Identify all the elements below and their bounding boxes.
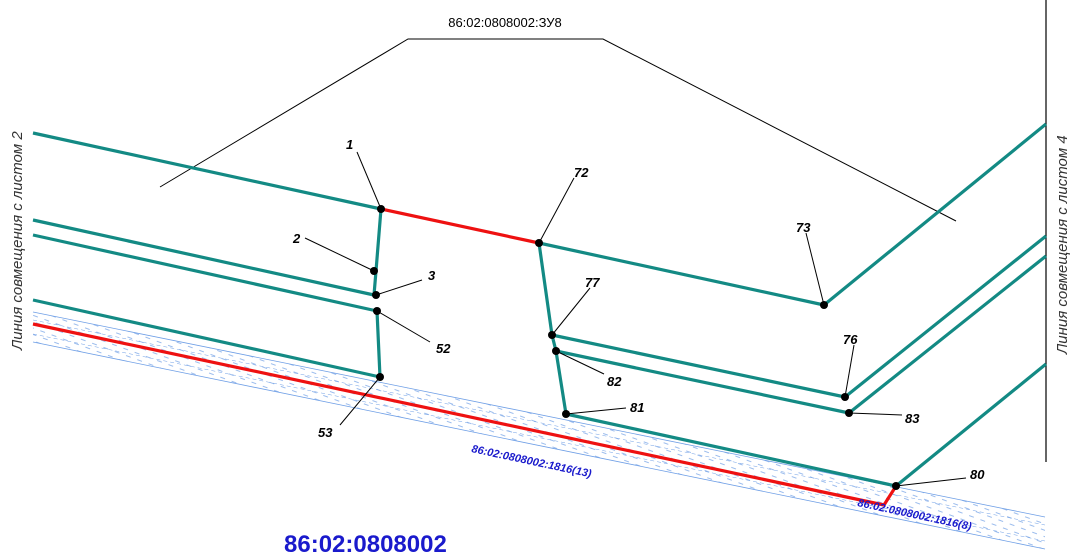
point-label-80: 80 xyxy=(970,467,985,482)
point-label-77: 77 xyxy=(585,275,600,290)
point-label-1: 1 xyxy=(346,137,353,152)
point-label-83: 83 xyxy=(905,411,920,426)
side-label-right: Линия совмещения с листом 4 xyxy=(1054,135,1070,355)
point-label-2: 2 xyxy=(292,231,301,246)
point-label-3: 3 xyxy=(428,268,436,283)
point-label-76: 76 xyxy=(843,332,858,347)
parcel-label-leader xyxy=(159,38,957,222)
point-leaders xyxy=(304,151,967,487)
point-label-53: 53 xyxy=(318,425,333,440)
point-label-52: 52 xyxy=(436,341,451,356)
point-label-82: 82 xyxy=(607,374,622,389)
parcel-label: 86:02:0808002:ЗУ8 xyxy=(448,15,562,30)
point-label-72: 72 xyxy=(574,165,589,180)
point-label-81: 81 xyxy=(630,400,644,415)
point-markers xyxy=(370,205,900,490)
quarter-label: 86:02:0808002 xyxy=(284,531,447,558)
side-label-left: Линия совмещения с листом 2 xyxy=(9,131,26,351)
point-label-73: 73 xyxy=(796,220,811,235)
